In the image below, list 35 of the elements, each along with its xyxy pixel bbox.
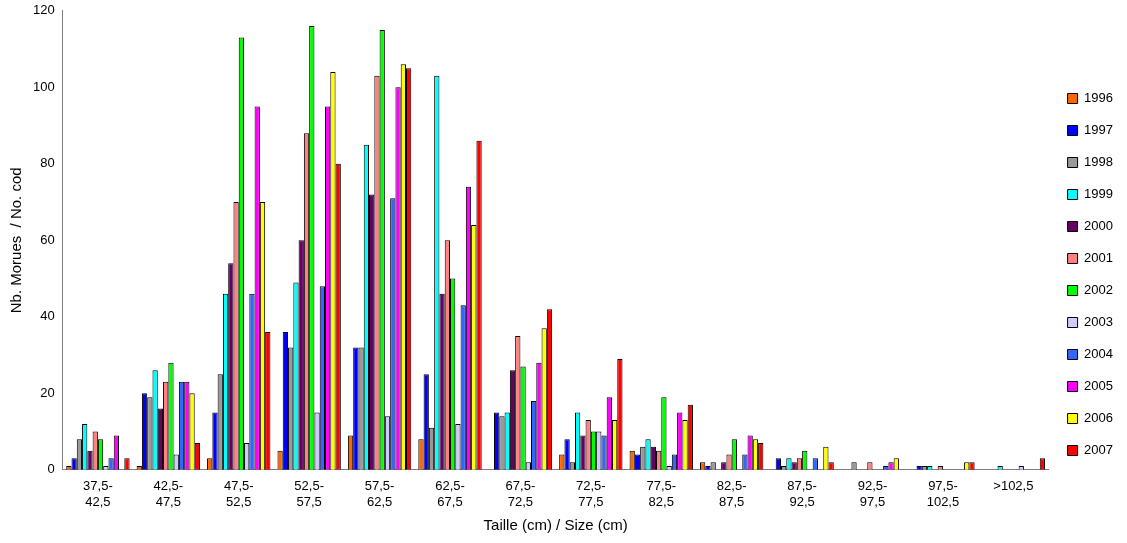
y-tick-label: 20 xyxy=(40,384,55,400)
legend-label: 1998 xyxy=(1084,154,1113,170)
x-tick-label: 57,5-62,5 xyxy=(364,478,395,509)
y-axis-title: Nb. Morues / No. cod xyxy=(7,167,25,314)
y-tick-label: 40 xyxy=(40,308,55,324)
x-tick-label: >102,5 xyxy=(993,478,1034,494)
legend-label: 2002 xyxy=(1084,282,1113,298)
legend-label: 2005 xyxy=(1084,378,1113,394)
legend-label: 1997 xyxy=(1084,122,1113,138)
legend-label: 2003 xyxy=(1084,314,1113,330)
y-tick-label: 80 xyxy=(40,155,55,171)
legend-label: 2001 xyxy=(1084,250,1113,266)
y-tick-label: 100 xyxy=(32,78,55,94)
x-tick-label: 77,5-82,5 xyxy=(646,478,677,509)
x-tick-label: 47,5-52,5 xyxy=(223,478,254,509)
legend-label: 2004 xyxy=(1084,346,1113,362)
y-tick-label: 60 xyxy=(40,231,55,247)
x-tick-label: 87,5-92,5 xyxy=(787,478,817,509)
legend-label: 2006 xyxy=(1084,410,1113,426)
x-tick-label: 82,5-87,5 xyxy=(716,478,747,509)
x-tick-label: 92,5-97,5 xyxy=(857,478,888,509)
y-tick-label: 120 xyxy=(32,2,55,18)
x-tick-label: 52,5-57,5 xyxy=(294,478,324,509)
y-tick-label: 0 xyxy=(47,461,55,477)
legend-label: 1999 xyxy=(1084,186,1113,202)
x-tick-label: 37,5-42,5 xyxy=(83,478,113,509)
legend-label: 1996 xyxy=(1084,90,1113,106)
legend-label: 2007 xyxy=(1084,442,1113,458)
x-tick-label: 97,5-102,5 xyxy=(926,478,960,509)
x-axis-title: Taille (cm) / Size (cm) xyxy=(483,516,628,534)
x-tick-label: 72,5-77,5 xyxy=(576,478,606,509)
x-tick-label: 67,5-72,5 xyxy=(505,478,536,509)
x-tick-label: 42,5-47,5 xyxy=(153,478,184,509)
legend-label: 2000 xyxy=(1084,218,1113,234)
x-tick-label: 62,5-67,5 xyxy=(435,478,465,509)
